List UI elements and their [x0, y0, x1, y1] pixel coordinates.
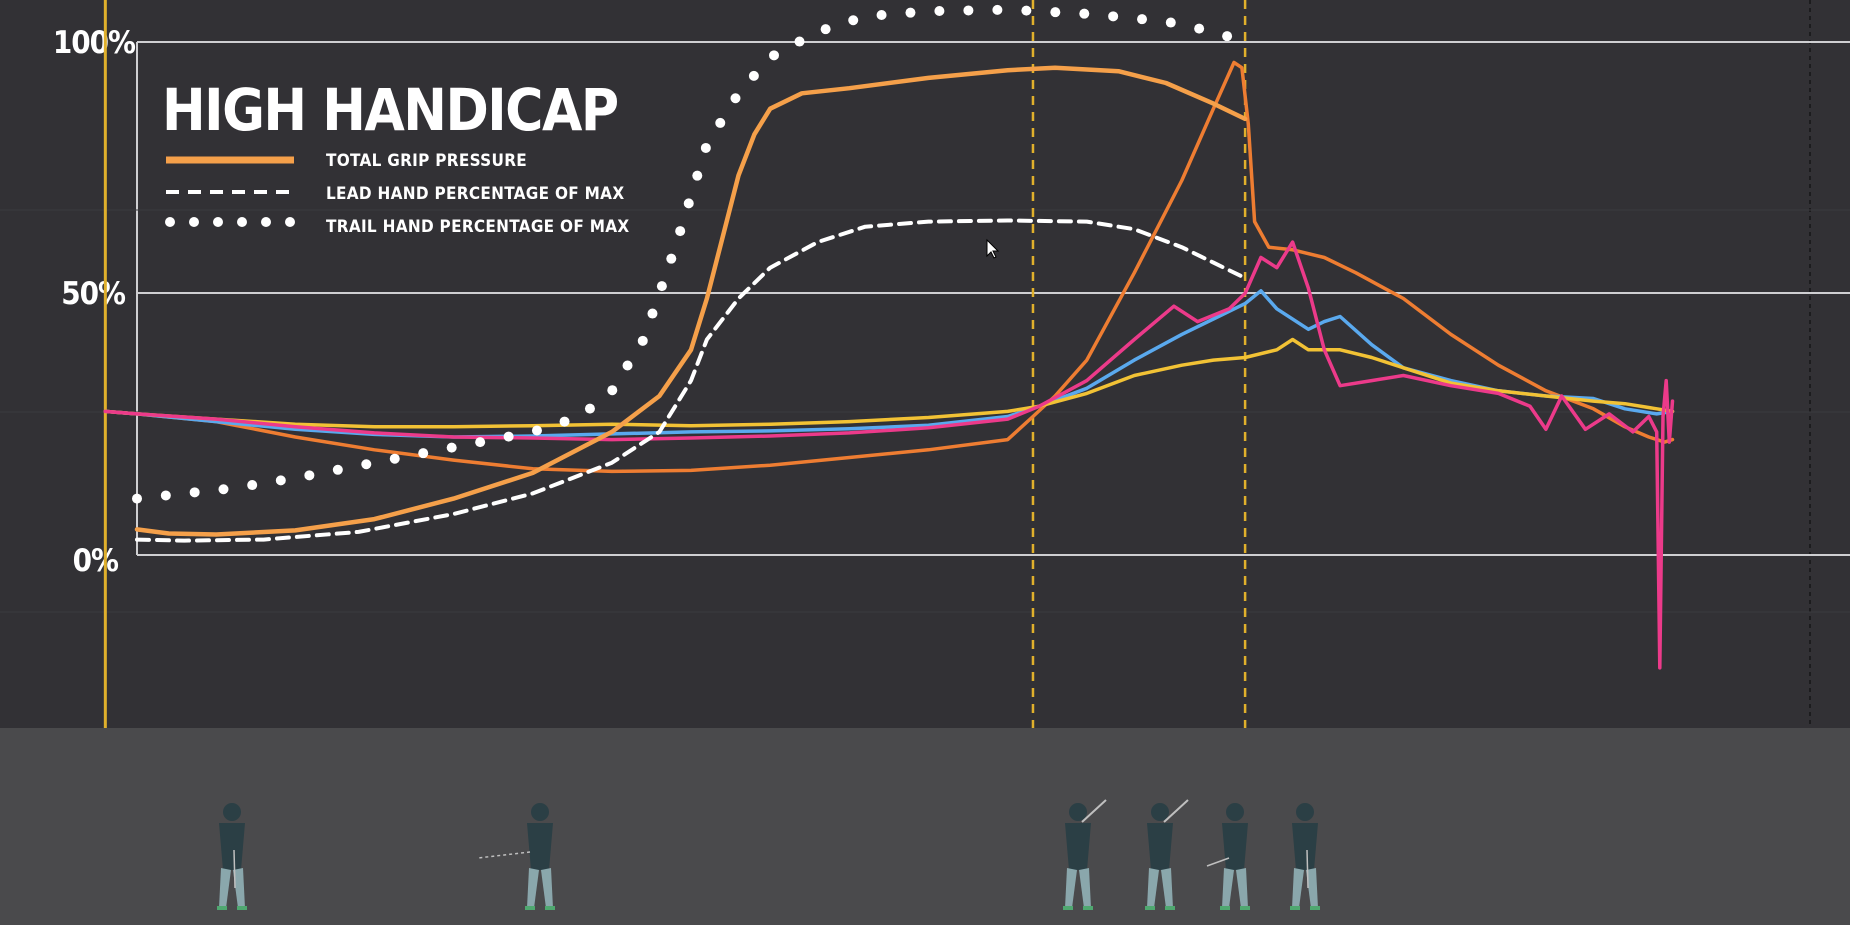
trail-hand-point — [607, 385, 618, 396]
golfer-figure-icon — [477, 803, 555, 910]
legend-swatch-trail — [165, 217, 295, 227]
trail-hand-point — [700, 142, 711, 153]
trail-hand-point — [189, 487, 200, 498]
trail-hand-point — [475, 437, 486, 448]
trail-hand-point — [1194, 23, 1205, 34]
trail-hand-point — [683, 198, 694, 209]
golfer-figure-icon — [1145, 799, 1189, 910]
trail-hand-point — [1021, 5, 1032, 16]
series-yellow — [103, 337, 1675, 429]
legend-label-total: TOTAL GRIP PRESSURE — [326, 151, 527, 171]
trail-hand-point — [275, 475, 286, 486]
trail-hand-point — [361, 459, 372, 470]
trail-hand-point — [1165, 17, 1176, 28]
trail-hand-point — [647, 308, 658, 319]
series-orange-sensor — [103, 60, 1675, 474]
trail-hand-point — [332, 464, 343, 475]
golfer-figures — [217, 799, 1320, 910]
trail-hand-point — [218, 484, 229, 495]
trail-hand-point — [304, 470, 315, 481]
chart-title: HIGH HANDICAP — [162, 76, 618, 144]
trail-hand-point — [132, 493, 142, 504]
trail-hand-point — [934, 6, 945, 17]
trail-hand-point — [1050, 7, 1061, 18]
grid-lines — [0, 41, 1850, 613]
trail-hand-point — [418, 448, 429, 459]
trail-hand-point — [666, 253, 677, 264]
golfer-figure-icon — [217, 803, 247, 910]
trail-hand-point — [389, 453, 400, 464]
trail-hand-point — [1222, 31, 1233, 42]
phase-markers — [103, 0, 1247, 728]
trail-hand-point — [584, 403, 595, 414]
golfer-figure-icon — [1206, 803, 1250, 910]
trail-hand-point — [675, 226, 686, 237]
trail-hand-point — [748, 70, 759, 81]
trail-hand-point — [820, 24, 831, 35]
trail-hand-point — [963, 5, 974, 16]
legend: TOTAL GRIP PRESSURE LEAD HAND PERCENTAGE… — [165, 151, 629, 237]
mouse-cursor-icon — [986, 238, 1000, 259]
trail-hand-point — [160, 490, 171, 501]
y-tick-50: 50% — [61, 276, 126, 312]
golfer-figure-icon — [1063, 799, 1107, 910]
trail-hand-point — [1079, 8, 1090, 19]
plot-background — [0, 0, 1850, 728]
trail-hand-point — [848, 15, 859, 26]
trail-hand-point — [446, 442, 457, 453]
trail-hand-point — [559, 416, 570, 427]
series-total — [134, 65, 1248, 537]
trail-hand-point — [247, 480, 258, 491]
trail-hand-point — [622, 360, 633, 371]
trail-hand-point — [769, 50, 780, 61]
trail-hand-point — [715, 117, 726, 128]
trail-hand-point — [503, 431, 514, 442]
trail-hand-point — [1108, 11, 1119, 22]
trail-hand-point — [794, 36, 805, 47]
trail-hand-point — [905, 7, 916, 18]
trail-hand-point — [692, 170, 703, 181]
y-tick-100: 100% — [53, 25, 136, 61]
swing-sequence-strip — [0, 728, 1850, 925]
series-pink — [103, 240, 1675, 670]
trail-hand-point — [531, 425, 542, 436]
trail-hand-point — [1137, 14, 1148, 25]
legend-label-lead: LEAD HAND PERCENTAGE OF MAX — [326, 184, 624, 204]
series-layer — [103, 4, 1675, 670]
trail-hand-point — [656, 281, 667, 292]
trail-hand-point — [876, 10, 887, 21]
legend-label-trail: TRAIL HAND PERCENTAGE OF MAX — [326, 217, 629, 237]
y-tick-0: 0% — [73, 543, 119, 579]
series-lead — [135, 218, 1248, 543]
golfer-figure-icon — [1290, 803, 1320, 910]
trail-hand-point — [730, 93, 741, 104]
trail-hand-point — [637, 335, 648, 346]
series-trail-hand — [132, 4, 1233, 504]
trail-hand-point — [992, 4, 1003, 15]
